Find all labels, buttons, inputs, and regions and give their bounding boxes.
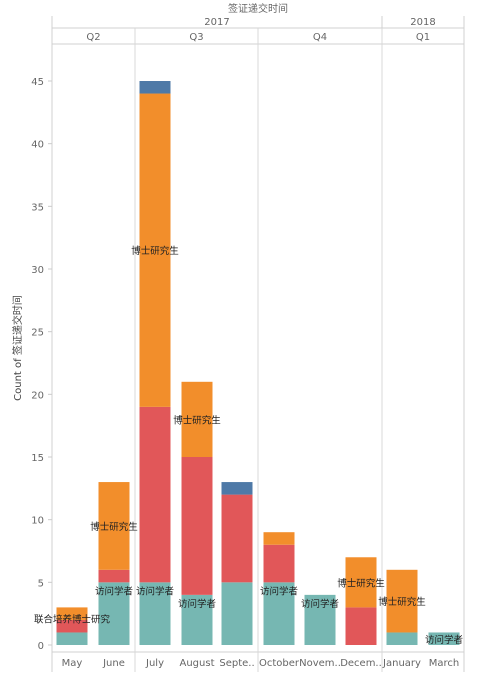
y-tick-label: 40 — [31, 140, 44, 151]
segment-label: 访问学者 — [178, 598, 216, 610]
bars — [56, 81, 460, 645]
bar-segment — [139, 406, 171, 583]
bar-segment — [181, 381, 213, 457]
bar-segment — [139, 93, 171, 407]
segment-labels: 联合培养博士研究访问学者博士研究生访问学者博士研究生访问学者博士研究生访问学者访… — [34, 245, 463, 646]
segment-label: 博士研究生 — [131, 245, 179, 257]
segment-label: 博士研究生 — [378, 596, 426, 608]
y-axis: 0 5 10 15 20 25 30 35 40 45 — [31, 77, 52, 652]
bar-segment — [56, 607, 88, 620]
bar-segment — [386, 632, 418, 645]
y-tick-label: 15 — [31, 453, 44, 464]
x-tick-label: May — [62, 658, 83, 669]
bar-segment — [345, 607, 377, 645]
y-axis-title: Count of 签证递交时间 — [11, 295, 24, 401]
segment-label: 博士研究生 — [173, 414, 221, 426]
bar-segment — [263, 582, 295, 645]
x-tick-label: Novem.. — [299, 658, 341, 669]
header-title: 签证递交时间 — [228, 2, 288, 15]
bar-segment — [263, 532, 295, 545]
year-headers: 2017 2018 — [204, 17, 435, 28]
bar-segment — [221, 582, 253, 645]
segment-label: 访问学者 — [301, 598, 339, 610]
segment-label: 博士研究生 — [337, 577, 385, 589]
y-tick-label: 25 — [31, 328, 44, 339]
bar-segment — [56, 619, 88, 633]
x-tick-label: July — [145, 658, 164, 669]
x-tick-label: January — [382, 658, 421, 669]
y-tick-label: 10 — [31, 516, 44, 527]
x-tick-label: August — [180, 658, 215, 669]
segment-label: 联合培养博士研究 — [34, 613, 111, 625]
bar-segment — [263, 544, 295, 583]
segment-label: 访问学者 — [136, 585, 174, 597]
bar-segment — [139, 582, 171, 645]
x-tick-label: Decem.. — [340, 658, 382, 669]
y-tick-label: 30 — [31, 265, 44, 276]
x-axis: May June July August Septe.. October Novem.. De… — [62, 658, 460, 669]
bar-segment — [221, 494, 253, 583]
quarter-label: Q1 — [416, 32, 430, 43]
bar-segment — [304, 594, 336, 645]
segment-label: 博士研究生 — [90, 521, 138, 533]
x-tick-label: June — [102, 658, 125, 669]
chart-header: 签证递交时间 — [228, 2, 288, 15]
y-tick-label: 35 — [31, 202, 44, 213]
bar-segment — [98, 482, 130, 570]
bar-segment — [56, 632, 88, 645]
segment-label: 访问学者 — [425, 634, 463, 646]
year-label: 2018 — [410, 17, 435, 28]
y-tick-label: 20 — [31, 390, 44, 401]
quarter-label: Q4 — [313, 32, 327, 43]
bar-segment — [98, 569, 130, 583]
bar-segment — [386, 569, 418, 633]
y-tick-label: 0 — [38, 641, 44, 652]
bar-segment — [139, 81, 171, 94]
bar-segment — [181, 457, 213, 595]
year-label: 2017 — [204, 17, 229, 28]
segment-label: 访问学者 — [95, 585, 133, 597]
quarter-headers: Q2 Q3 Q4 Q1 — [86, 32, 430, 43]
y-tick-label: 5 — [38, 578, 44, 589]
bar-segment — [98, 582, 130, 645]
x-tick-label: Septe.. — [219, 658, 254, 669]
x-tick-label: October — [259, 658, 300, 669]
x-tick-label: March — [429, 658, 459, 669]
plot-frame — [51, 16, 465, 672]
bar-segment — [345, 557, 377, 608]
quarter-label: Q2 — [86, 32, 100, 43]
segment-label: 访问学者 — [260, 585, 298, 597]
bar-segment — [181, 594, 213, 645]
bar-segment — [428, 632, 460, 645]
quarter-label: Q3 — [189, 32, 203, 43]
bar-segment — [221, 482, 253, 495]
y-tick-label: 45 — [31, 77, 44, 88]
